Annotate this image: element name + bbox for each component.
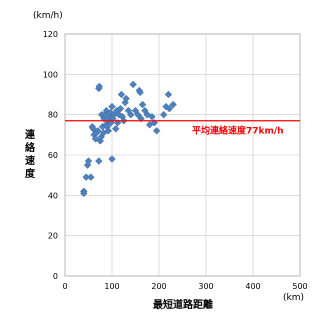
x-axis-title: 最短道路距離: [153, 298, 213, 311]
data-point: [84, 157, 93, 165]
y-axis-title-char: 度: [25, 167, 36, 180]
gridlines: [64, 33, 301, 277]
data-point: [115, 110, 123, 119]
data-point: [148, 112, 156, 121]
x-unit-label: (km): [283, 293, 304, 303]
data-point: [80, 189, 88, 198]
data-point: [165, 104, 174, 113]
data-point: [117, 90, 126, 99]
y-tick-labels: 0 20 40 60 80 100 120: [43, 30, 58, 281]
data-point: [108, 155, 116, 163]
y-axis-title-char: 速: [25, 154, 35, 167]
data-point: [95, 82, 104, 91]
x-tick-label: 100: [104, 282, 119, 291]
data-point: [94, 127, 102, 135]
data-point: [122, 94, 130, 103]
data-point: [95, 157, 103, 165]
y-unit-label: (km/h): [33, 11, 63, 21]
y-tick-label: 100: [43, 70, 58, 79]
data-point: [113, 118, 122, 127]
data-point: [150, 118, 159, 127]
x-tick-label: 200: [151, 282, 166, 291]
data-point: [136, 88, 144, 97]
data-point: [129, 80, 137, 89]
data-point: [162, 102, 170, 111]
data-point: [91, 135, 100, 143]
y-tick-label: 20: [48, 232, 58, 241]
data-point: [104, 127, 112, 135]
x-tick-label: 500: [292, 282, 307, 291]
data-point: [87, 173, 95, 181]
x-tick-labels: 0 100 200 300 400 500: [62, 282, 307, 291]
y-tick-label: 0: [53, 272, 58, 281]
data-point: [137, 114, 145, 123]
y-tick-label: 60: [48, 151, 58, 160]
data-point: [152, 127, 161, 135]
data-point: [134, 110, 142, 119]
y-tick-label: 40: [48, 191, 58, 200]
data-point: [143, 110, 152, 119]
y-tick-label: 120: [43, 30, 58, 39]
data-point: [96, 137, 105, 145]
y-axis-title-char: 絡: [25, 141, 36, 154]
data-point: [169, 100, 177, 109]
data-point: [108, 102, 116, 111]
x-tick-label: 0: [62, 282, 67, 291]
data-point: [127, 110, 135, 119]
x-tick-label: 300: [198, 282, 213, 291]
y-axis-title: 連絡速度: [25, 128, 36, 180]
data-point: [83, 161, 92, 169]
average-speed-label: 平均連絡速度77km/h: [192, 125, 284, 137]
data-point: [112, 125, 120, 133]
data-point: [159, 110, 168, 119]
y-axis-title-char: 連: [25, 128, 36, 141]
data-point: [164, 90, 173, 99]
y-tick-label: 80: [48, 111, 58, 120]
data-point: [138, 100, 147, 109]
data-points: [80, 80, 177, 198]
data-point: [116, 104, 125, 113]
x-tick-label: 400: [245, 282, 260, 291]
